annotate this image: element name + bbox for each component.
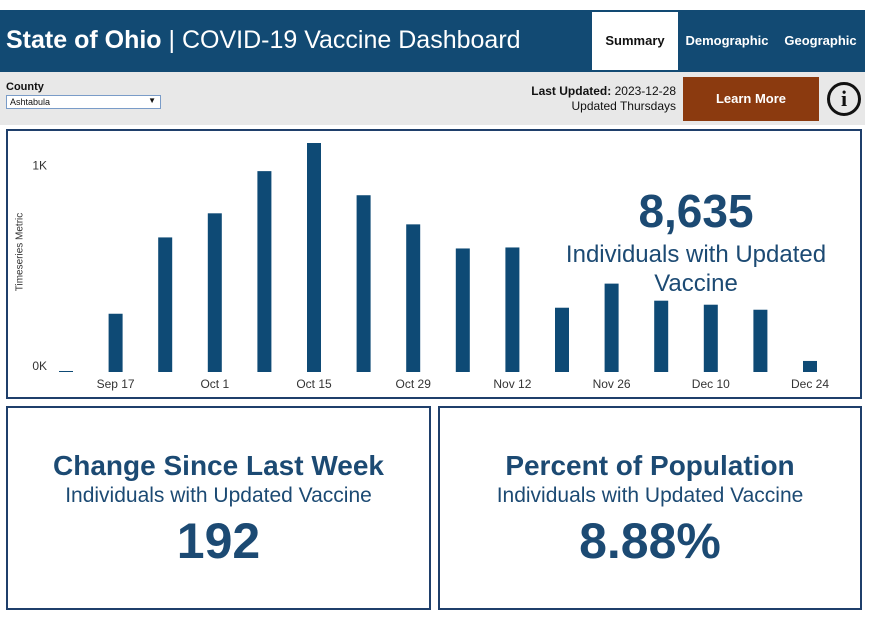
- learn-more-button[interactable]: Learn More: [683, 77, 819, 121]
- card-title: Percent of Population: [505, 450, 795, 481]
- bar: [207, 213, 222, 372]
- title-prefix: State of Ohio: [6, 26, 162, 54]
- update-note: Updated Thursdays: [571, 99, 676, 113]
- bar: [406, 224, 421, 372]
- headline-caption: Individuals with Updated Vaccine: [565, 241, 827, 297]
- info-button[interactable]: i: [827, 82, 861, 116]
- tab[interactable]: Summary: [592, 12, 678, 70]
- county-select[interactable]: Ashtabula ▼: [6, 95, 161, 109]
- stat-card: Percent of Population Individuals with U…: [438, 406, 862, 610]
- bar: [703, 304, 718, 372]
- select-value: Ashtabula: [10, 97, 51, 107]
- x-tick-label: Nov 26: [593, 377, 631, 391]
- x-tick-label: Oct 1: [200, 377, 229, 391]
- bar: [307, 143, 321, 372]
- bar: [356, 195, 371, 372]
- bar: [257, 171, 272, 372]
- last-updated-date: 2023-12-28: [614, 84, 676, 98]
- dropdown-arrow: ▼: [148, 96, 156, 105]
- dashboard-title: State of Ohio | COVID-19 Vaccine Dashboa…: [6, 26, 521, 55]
- x-tick-label: Nov 12: [493, 377, 531, 391]
- tab[interactable]: Demographic: [685, 33, 769, 48]
- card-subtitle: Individuals with Updated Vaccine: [496, 484, 804, 507]
- bar: [753, 309, 768, 372]
- bar: [455, 248, 470, 372]
- bar: [59, 370, 73, 372]
- bar: [803, 360, 817, 372]
- bar: [654, 300, 669, 372]
- filter-label: County: [6, 81, 44, 93]
- bar: [555, 307, 569, 372]
- card-value: 8.88%: [579, 513, 721, 569]
- x-tick-label: Dec 24: [791, 377, 829, 391]
- x-tick-label: Dec 10: [692, 377, 730, 391]
- header-bar: [0, 10, 865, 72]
- chart-panel: [6, 129, 862, 399]
- x-tick-label: Oct 15: [296, 377, 332, 391]
- y-tick-label: 1K: [32, 158, 47, 172]
- bar: [505, 247, 520, 372]
- card-title: Change Since Last Week: [53, 450, 384, 481]
- card-subtitle: Individuals with Updated Vaccine: [65, 484, 372, 507]
- last-updated: Last Updated: 2023-12-28: [460, 84, 676, 98]
- last-updated-label: Last Updated:: [531, 84, 612, 98]
- x-tick-label: Sep 17: [97, 377, 135, 391]
- headline-value: 8,635: [638, 185, 754, 237]
- bar: [604, 283, 619, 372]
- y-axis-label: Timeseries Metric: [15, 213, 26, 292]
- x-tick-label: Oct 29: [396, 377, 432, 391]
- bar: [158, 237, 173, 372]
- stat-card: Change Since Last Week Individuals with …: [6, 406, 431, 610]
- tab[interactable]: Geographic: [784, 33, 857, 48]
- y-tick-label: 0K: [32, 359, 47, 373]
- bar: [108, 313, 123, 372]
- card-value: 192: [176, 513, 261, 569]
- title-text: | COVID-19 Vaccine Dashboard: [168, 26, 521, 54]
